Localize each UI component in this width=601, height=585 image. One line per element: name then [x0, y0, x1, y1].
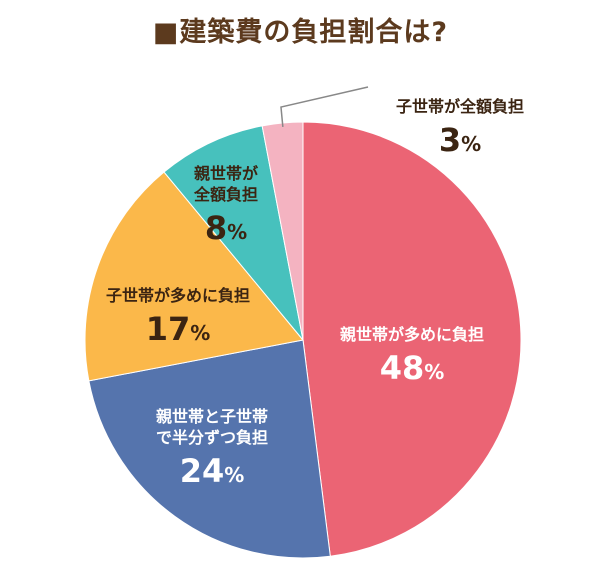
pie-slice: [163, 125, 304, 341]
slice-value: 17%: [145, 310, 211, 348]
slice-value: 3%: [438, 121, 482, 159]
slice-value: 48%: [379, 349, 445, 387]
slice-label: 親世帯が多めに負担 48%: [340, 324, 484, 392]
slice-label-text: 親世帯が多めに負担: [339, 325, 485, 344]
slice-label: 親世帯と子世帯 で半分ずつ負担 24%: [156, 406, 268, 495]
slice-label-text: 子世帯が多めに負担: [105, 286, 251, 305]
slice-label: 子世帯が多めに負担 17%: [106, 285, 250, 353]
pie-slice: [302, 121, 522, 557]
pie-slice: [88, 339, 331, 559]
slice-label-text: 親世帯が 全額負担: [193, 164, 259, 204]
pie-slice: [84, 171, 304, 382]
slice-value: 8%: [204, 209, 248, 247]
slice-value: 24%: [179, 452, 245, 490]
slice-label-text: 親世帯と子世帯 で半分ずつ負担: [155, 407, 269, 447]
slice-label-text: 子世帯が全額負担: [395, 97, 525, 116]
slice-label: 親世帯が 全額負担 8%: [194, 163, 258, 252]
chart-title: ■建築費の負担割合は?: [152, 17, 449, 48]
leader-line: [280, 86, 369, 128]
slice-label: 子世帯が全額負担 3%: [396, 96, 524, 164]
